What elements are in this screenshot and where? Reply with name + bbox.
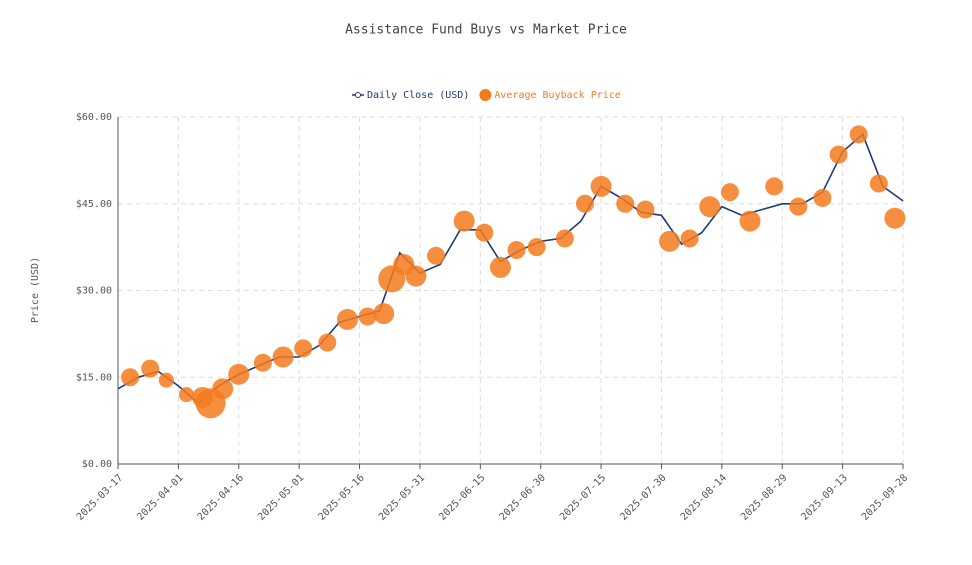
buyback-bubble [427, 246, 446, 265]
buyback-bubble [405, 265, 427, 287]
y-tick-label: $45.00 [76, 199, 112, 210]
x-tick-label: 2025-09-28 [860, 472, 910, 522]
buyback-bubble [849, 125, 868, 144]
buyback-bubble [527, 238, 546, 257]
x-tick-label: 2025-09-13 [799, 472, 849, 522]
buyback-bubble [507, 241, 526, 260]
buyback-bubble [636, 200, 655, 219]
buyback-bubble [453, 210, 475, 232]
buyback-bubble [373, 303, 395, 325]
buyback-bubble [294, 339, 313, 358]
buyback-bubble [158, 372, 174, 388]
buyback-bubble [765, 177, 784, 196]
buyback-bubble [212, 378, 234, 400]
buyback-bubble [555, 229, 574, 248]
y-tick-label: $0.00 [82, 459, 112, 470]
buyback-bubble [253, 353, 272, 372]
x-tick-label: 2025-07-15 [558, 472, 608, 522]
x-tick-label: 2025-04-16 [196, 472, 246, 522]
legend-swatch [355, 92, 361, 98]
x-tick-label: 2025-05-31 [377, 472, 427, 522]
buyback-bubble [739, 210, 761, 232]
x-tick-label: 2025-06-15 [437, 472, 487, 522]
x-tick-label: 2025-08-29 [739, 472, 789, 522]
x-tick-label: 2025-04-01 [135, 472, 185, 522]
x-tick-label: 2025-07-30 [618, 472, 668, 522]
buyback-bubble [475, 223, 494, 242]
buyback-bubble [884, 207, 906, 229]
buyback-bubble [720, 183, 739, 202]
buyback-bubble [178, 387, 194, 403]
buyback-bubble [699, 196, 721, 218]
y-axis-label: Price (USD) [30, 257, 41, 323]
buyback-bubble [616, 194, 635, 213]
buyback-bubble [869, 174, 888, 193]
buyback-bubble [121, 368, 140, 387]
buyback-bubble [789, 197, 808, 216]
legend: Daily Close (USD) Average Buyback Price [352, 89, 621, 101]
buyback-bubble [318, 333, 337, 352]
x-tick-label: 2025-03-17 [75, 472, 125, 522]
x-tick-label: 2025-06-30 [498, 472, 548, 522]
buyback-bubble [358, 307, 377, 326]
buyback-bubble [680, 229, 699, 248]
x-tick-label: 2025-05-16 [316, 472, 366, 522]
x-tick-label: 2025-05-01 [256, 472, 306, 522]
legend-label: Average Buyback Price [494, 90, 620, 101]
buyback-bubble [813, 188, 832, 207]
buyback-bubble [659, 230, 681, 252]
legend-label: Daily Close (USD) [367, 90, 469, 101]
buyback-bubble [336, 308, 358, 330]
buyback-bubble [575, 194, 594, 213]
buyback-bubble [829, 145, 848, 164]
buyback-bubble [590, 175, 612, 197]
x-tick-label: 2025-08-14 [679, 472, 729, 522]
y-tick-label: $30.00 [76, 286, 112, 297]
buyback-bubble [141, 359, 160, 378]
chart-title: Assistance Fund Buys vs Market Price [345, 23, 627, 38]
y-tick-label: $60.00 [76, 112, 112, 123]
y-tick-label: $15.00 [76, 372, 112, 383]
buyback-bubble [228, 363, 250, 385]
legend-swatch [479, 89, 492, 101]
buyback-bubble [272, 346, 294, 368]
buyback-bubble [489, 256, 511, 278]
